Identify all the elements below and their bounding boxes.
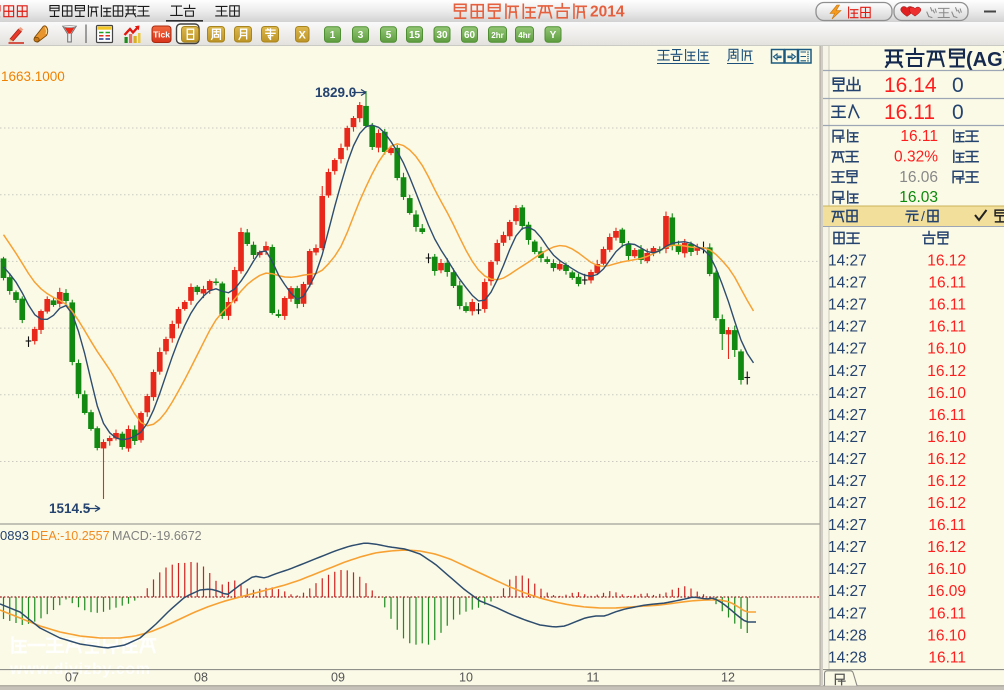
svg-text:16.11: 16.11 [928,605,966,622]
svg-text:14:27: 14:27 [828,561,867,578]
svg-text:07: 07 [65,671,79,685]
svg-text:0.32%: 0.32% [894,148,938,165]
svg-text:14:27: 14:27 [828,451,867,468]
svg-text:14:27: 14:27 [828,253,867,270]
svg-text:16.11: 16.11 [900,128,938,145]
svg-text:14:27: 14:27 [828,275,867,292]
svg-text:/: / [921,208,925,224]
svg-text:14:27: 14:27 [828,517,867,534]
svg-text:16.11: 16.11 [884,101,935,124]
svg-text:16.06: 16.06 [899,169,938,186]
svg-text:2014: 2014 [590,4,625,21]
svg-text:0893: 0893 [0,528,29,543]
svg-text:16.11: 16.11 [928,297,966,314]
svg-text:16.14: 16.14 [884,74,937,97]
svg-text:1663.1000: 1663.1000 [1,69,65,84]
svg-text:1514.5: 1514.5 [49,501,91,516]
svg-text:16.12: 16.12 [927,451,966,468]
svg-text:16.12: 16.12 [927,363,966,380]
svg-text:X: X [299,30,307,42]
svg-text:3: 3 [358,30,364,41]
svg-text:Y: Y [550,30,557,41]
svg-text:12: 12 [721,671,735,685]
svg-text:14:27: 14:27 [828,363,867,380]
svg-text:MACD:-19.6672: MACD:-19.6672 [112,529,202,543]
svg-text:16.11: 16.11 [928,517,966,534]
svg-text:09: 09 [331,671,345,685]
svg-text:14:28: 14:28 [828,649,867,666]
svg-text:60: 60 [464,30,476,41]
svg-text:16.11: 16.11 [928,275,966,292]
svg-text:14:27: 14:27 [828,385,867,402]
svg-text:1829.0: 1829.0 [315,85,356,100]
svg-text:16.12: 16.12 [927,253,966,270]
svg-text:16.12: 16.12 [927,495,966,512]
svg-text:14:27: 14:27 [828,407,867,424]
svg-text:14:27: 14:27 [828,539,867,556]
svg-text:16.10: 16.10 [927,385,966,402]
svg-text:08: 08 [194,671,208,685]
svg-text:11: 11 [587,671,600,685]
svg-text:4hr: 4hr [518,31,530,40]
svg-text:16.10: 16.10 [927,341,966,358]
svg-text:14:27: 14:27 [828,341,867,358]
svg-text:14:27: 14:27 [828,605,867,622]
svg-text:2hr: 2hr [491,31,503,40]
svg-text:16.11: 16.11 [928,407,966,424]
svg-text:(AG): (AG) [966,49,1004,71]
svg-text:10: 10 [459,671,473,685]
svg-text:16.12: 16.12 [927,473,966,490]
svg-text:16.11: 16.11 [928,649,966,666]
svg-text:15: 15 [409,30,421,41]
svg-text:0: 0 [952,74,964,97]
svg-text:16.09: 16.09 [927,583,966,600]
svg-text:14:27: 14:27 [828,495,867,512]
svg-text:30: 30 [436,30,448,41]
svg-text:0: 0 [952,101,964,124]
svg-text:1: 1 [330,30,336,41]
svg-text:DEA:-10.2557: DEA:-10.2557 [31,529,110,543]
svg-text:14:27: 14:27 [828,429,867,446]
svg-text:16.10: 16.10 [927,561,966,578]
svg-text:Tick: Tick [153,30,170,40]
svg-text:14:27: 14:27 [828,297,867,314]
svg-text:16.10: 16.10 [927,429,966,446]
svg-text:16.03: 16.03 [899,189,938,206]
svg-text:14:28: 14:28 [828,627,867,644]
svg-text:16.12: 16.12 [927,539,966,556]
svg-text:14:27: 14:27 [828,583,867,600]
svg-text:14:27: 14:27 [828,473,867,490]
svg-text:16.11: 16.11 [928,319,966,336]
svg-text:5: 5 [386,30,392,41]
svg-text:14:27: 14:27 [828,319,867,336]
svg-text:16.10: 16.10 [927,627,966,644]
